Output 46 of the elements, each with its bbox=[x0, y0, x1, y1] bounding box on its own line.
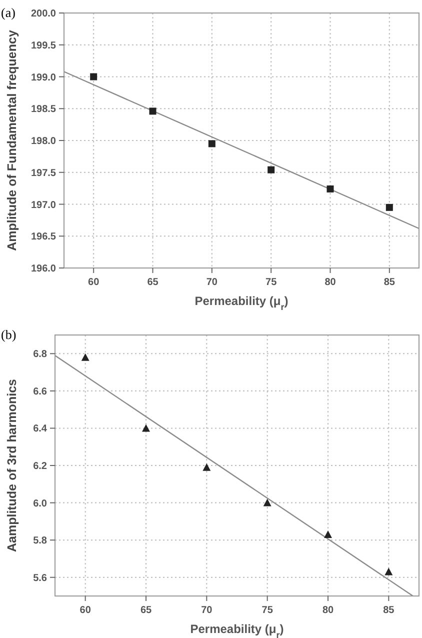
y-tick-label: 196.0 bbox=[30, 264, 56, 274]
y-tick-label: 5.6 bbox=[33, 572, 48, 584]
x-axis-title: Permeability (μ$_{r}$) bbox=[190, 622, 284, 638]
point bbox=[208, 140, 216, 148]
x-tick-label: 85 bbox=[384, 277, 396, 288]
x-axis-title: Permeability (μ$_{r}$) bbox=[194, 294, 288, 312]
x-tick-label: 70 bbox=[206, 277, 218, 288]
y-axis-title: Amplitude of Fundamental frequency bbox=[5, 30, 19, 251]
y-tick-label: 6.0 bbox=[33, 498, 48, 510]
x-tick-label: 80 bbox=[324, 277, 336, 288]
x-tick-label: 60 bbox=[88, 277, 100, 288]
x-tick-label: 80 bbox=[322, 605, 334, 616]
y-tick-label: 197.0 bbox=[30, 200, 56, 211]
x-tick-label: 65 bbox=[147, 277, 159, 288]
point bbox=[324, 530, 332, 538]
point bbox=[386, 204, 393, 211]
y-tick-label: 6.6 bbox=[33, 386, 48, 398]
point bbox=[149, 108, 156, 115]
x-tick-label: 75 bbox=[262, 605, 274, 616]
x-tick-label: 60 bbox=[80, 605, 92, 616]
point bbox=[81, 353, 90, 361]
point bbox=[202, 463, 211, 471]
chart-title: (a) bbox=[1, 5, 16, 20]
x-tick-label: 75 bbox=[266, 277, 278, 288]
y-tick-label: 6.2 bbox=[33, 461, 48, 472]
x-tick-label: 65 bbox=[140, 605, 152, 616]
chart-title: (b) bbox=[1, 327, 16, 342]
y-tick-label: 199.0 bbox=[30, 72, 56, 84]
y-tick-label: 5.8 bbox=[33, 536, 48, 547]
point bbox=[142, 424, 150, 432]
y-tick-label: 198.0 bbox=[30, 136, 56, 147]
y-tick-label: 199.5 bbox=[30, 40, 56, 52]
x-tick-label: 85 bbox=[383, 605, 395, 616]
point bbox=[326, 185, 334, 192]
y-tick-label: 198.5 bbox=[30, 104, 56, 116]
point bbox=[263, 498, 272, 506]
point bbox=[384, 568, 393, 576]
y-tick-label: 6.4 bbox=[33, 424, 48, 435]
y-tick-label: 197.5 bbox=[30, 168, 56, 179]
point bbox=[90, 73, 98, 80]
x-tick-label: 70 bbox=[201, 605, 213, 616]
y-tick-label: 196.5 bbox=[30, 232, 56, 243]
y-tick-label: 200.0 bbox=[30, 8, 56, 20]
point bbox=[268, 166, 275, 174]
y-tick-label: 6.8 bbox=[33, 349, 48, 360]
y-axis-title: Aamplitude of 3rd harmonics bbox=[5, 378, 19, 552]
